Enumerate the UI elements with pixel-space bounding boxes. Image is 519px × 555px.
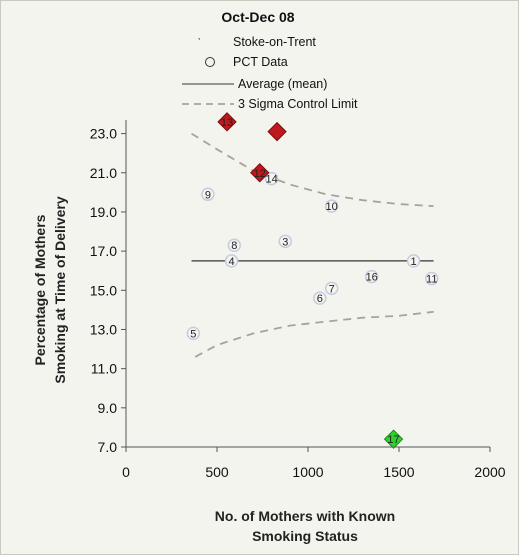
- y-tick-label: 9.0: [98, 400, 118, 416]
- highlighted-point-label: 13: [221, 117, 233, 129]
- x-tick-label: 500: [205, 464, 229, 480]
- data-point-label: 7: [329, 283, 335, 295]
- x-tick-labels: 0 500 1000 1500 2000: [122, 447, 506, 480]
- data-point-marker: [186, 326, 201, 341]
- data-point-marker: [278, 234, 292, 249]
- highlighted-point-red: [217, 112, 237, 132]
- legend-item-control-limit: 3 Sigma Control Limit: [238, 97, 358, 111]
- legend: ‵ Stoke-on-Trent PCT Data Average (mean)…: [182, 35, 358, 111]
- highlighted-point-red: [250, 163, 270, 183]
- data-point-label: 16: [366, 272, 378, 284]
- y-axis-label-line-2: Smoking at Time of Delivery: [52, 196, 68, 383]
- data-point-marker: [201, 187, 215, 202]
- data-point-marker: [264, 171, 279, 186]
- data-point-marker: [425, 271, 439, 286]
- x-axis-label-line-1: No. of Mothers with Known: [215, 508, 395, 524]
- y-tick-label: 23.0: [90, 126, 117, 142]
- legend-item-stoke-on-trent: Stoke-on-Trent: [233, 35, 316, 49]
- data-point-label: 8: [231, 240, 237, 252]
- x-tick-label: 1500: [383, 464, 414, 480]
- y-tick-label: 19.0: [90, 204, 117, 220]
- data-point-marker: [313, 291, 327, 305]
- highlighted-point-red: [267, 121, 287, 142]
- data-point-marker: [406, 254, 421, 268]
- highlighted-point-label: 12: [254, 168, 266, 180]
- y-tick-label: 21.0: [90, 165, 117, 181]
- data-point-label: 4: [228, 256, 234, 268]
- data-point-marker: [227, 238, 242, 252]
- data-point-label: 9: [205, 189, 211, 201]
- chart-title: Oct-Dec 08: [221, 9, 294, 25]
- y-tick-label: 15.0: [90, 282, 117, 298]
- data-point-marker: [324, 199, 339, 213]
- data-point-label: 14: [265, 174, 277, 186]
- x-axis-label: No. of Mothers with Known Smoking Status: [215, 508, 395, 544]
- y-tick-labels: 7.0 9.0 11.0 13.0 15.0 17.0 19.0 21.0 23.0: [90, 126, 126, 455]
- legend-item-pct-data: PCT Data: [233, 55, 288, 69]
- data-point-marker: [324, 281, 339, 296]
- y-axis-label-line-1: Percentage of Mothers: [32, 214, 48, 365]
- data-point-label: 1: [410, 256, 416, 268]
- highlighted-point-label: 17: [387, 434, 399, 446]
- highlighted-point-green: [383, 429, 404, 449]
- y-tick-label: 17.0: [90, 243, 117, 259]
- x-tick-label: 1000: [292, 464, 323, 480]
- lower-control-limit-line: [194, 310, 434, 358]
- y-axis-label: Percentage of Mothers Smoking at Time of…: [32, 196, 68, 383]
- legend-marker-stoke-icon: ‵: [198, 37, 201, 49]
- y-tick-label: 7.0: [98, 439, 118, 455]
- legend-item-average: Average (mean): [238, 77, 327, 91]
- x-axis-label-line-2: Smoking Status: [252, 528, 358, 544]
- upper-control-limit-line: [191, 132, 434, 207]
- x-tick-label: 0: [122, 464, 130, 480]
- data-point-label: 5: [190, 328, 196, 340]
- legend-marker-pct-icon: [205, 57, 215, 67]
- data-point-marker: [364, 269, 379, 284]
- data-point-label: 3: [282, 236, 288, 248]
- data-point-label: 6: [317, 293, 323, 305]
- x-tick-label: 2000: [474, 464, 505, 480]
- data-point-label: 10: [326, 201, 338, 213]
- data-point-label: 11: [426, 274, 437, 286]
- y-tick-label: 11.0: [91, 361, 117, 377]
- y-tick-label: 13.0: [90, 321, 117, 337]
- data-point-marker: [224, 254, 239, 268]
